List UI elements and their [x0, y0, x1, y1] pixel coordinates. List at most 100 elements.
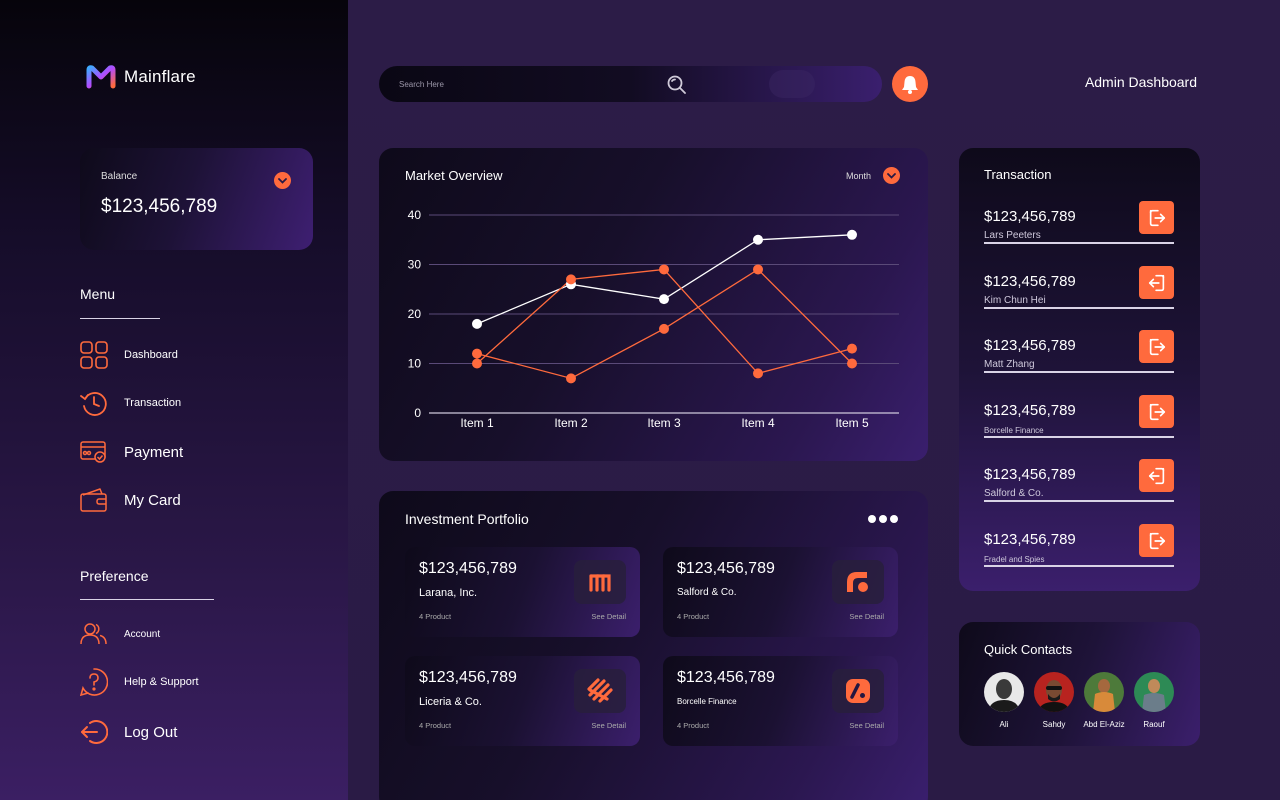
data-point	[753, 264, 763, 275]
mainflare-logo-icon	[86, 65, 116, 89]
transaction-amount: $123,456,789	[984, 466, 1076, 483]
nav-label-payment: Payment	[124, 443, 184, 461]
data-point	[847, 229, 857, 240]
data-point	[753, 234, 763, 245]
transaction-action-button[interactable]	[1139, 395, 1174, 428]
balance-amount: $123,456,789	[101, 196, 218, 217]
avatar	[984, 672, 1024, 712]
more-options-button[interactable]	[868, 515, 898, 523]
transaction-action-button[interactable]	[1139, 330, 1174, 363]
y-tick-label: 0	[414, 406, 421, 420]
search-input[interactable]	[399, 76, 639, 92]
chevron-down-icon	[887, 172, 896, 179]
transaction-divider	[984, 436, 1174, 438]
transaction-action-button[interactable]	[1139, 201, 1174, 234]
y-tick-label: 20	[408, 307, 422, 321]
transaction-divider	[984, 242, 1174, 244]
transaction-name: Fradel and Spies	[984, 555, 1045, 564]
notification-button[interactable]	[892, 66, 928, 102]
x-tick-label: Item 5	[835, 416, 869, 430]
users-icon	[80, 620, 108, 648]
see-detail-link[interactable]: See Detail	[849, 612, 884, 621]
nav-item-logout[interactable]: Log Out	[80, 718, 177, 746]
portfolio-name: Borcelle Finance	[677, 697, 737, 706]
series-line	[476, 234, 853, 325]
contact-item[interactable]: Ali	[984, 672, 1024, 729]
history-icon	[80, 389, 108, 417]
salford-logo-icon	[832, 560, 884, 604]
portfolio-count: 4 Product	[419, 612, 452, 621]
transaction-action-button[interactable]	[1139, 524, 1174, 557]
transaction-row[interactable]: $123,456,789 Lars Peeters	[984, 201, 1174, 272]
transaction-action-button[interactable]	[1139, 459, 1174, 492]
portfolio-count: 4 Product	[419, 721, 452, 730]
period-dropdown-button[interactable]	[883, 167, 900, 184]
portfolio-amount: $123,456,789	[419, 669, 517, 686]
nav-label-account: Account	[124, 628, 161, 640]
transaction-divider	[984, 307, 1174, 309]
portfolio-item[interactable]: $123,456,789 Liceria & Co. 4 Product See…	[405, 656, 640, 746]
data-point	[659, 294, 669, 305]
portfolio-name: Salford & Co.	[677, 587, 737, 598]
nav-item-payment[interactable]: Payment	[80, 438, 183, 466]
balance-dropdown-button[interactable]	[274, 172, 291, 189]
nav-item-transaction[interactable]: Transaction	[80, 389, 181, 417]
see-detail-link[interactable]: See Detail	[591, 721, 626, 730]
portfolio-item[interactable]: $123,456,789 Borcelle Finance 4 Product …	[663, 656, 898, 746]
nav-item-dashboard[interactable]: Dashboard	[80, 341, 178, 369]
transaction-amount: $123,456,789	[984, 273, 1076, 290]
portfolio-amount: $123,456,789	[677, 669, 775, 686]
data-point	[753, 368, 763, 379]
balance-label: Balance	[101, 171, 138, 182]
avatar	[1084, 672, 1124, 712]
transaction-row[interactable]: $123,456,789 Matt Zhang	[984, 330, 1174, 401]
search-icon[interactable]	[667, 75, 686, 94]
preference-title: Preference	[80, 568, 149, 584]
contact-name: Abd El-Aziz	[1083, 720, 1125, 729]
wallet-icon	[80, 486, 108, 514]
data-point	[847, 358, 857, 369]
see-detail-link[interactable]: See Detail	[591, 612, 626, 621]
menu-divider	[80, 318, 160, 319]
search-filter-toggle[interactable]	[769, 70, 815, 98]
transaction-name: Kim Chun Hei	[984, 295, 1046, 306]
portfolio-item[interactable]: $123,456,789 Larana, Inc. 4 Product See …	[405, 547, 640, 637]
nav-item-my-card[interactable]: My Card	[80, 486, 181, 514]
help-icon	[80, 668, 108, 696]
contact-item[interactable]: Raouf	[1134, 672, 1174, 729]
transaction-row[interactable]: $123,456,789 Fradel and Spies	[984, 524, 1174, 595]
nav-item-account[interactable]: Account	[80, 620, 160, 648]
data-point	[659, 323, 669, 334]
app-logo[interactable]: Mainflare	[86, 64, 196, 90]
enter-icon	[1148, 274, 1164, 291]
transaction-row[interactable]: $123,456,789 Salford & Co.	[984, 459, 1174, 530]
transaction-row[interactable]: $123,456,789 Kim Chun Hei	[984, 266, 1174, 337]
market-line-chart: 0 10 20 30 40 Item 1 Item 2 Item 3 Item 4 Item 5	[408, 208, 899, 430]
transaction-row[interactable]: $123,456,789 Borcelle Finance	[984, 395, 1174, 466]
app-name: Mainflare	[124, 67, 196, 86]
contact-item[interactable]: Sahdy	[1034, 672, 1074, 729]
portfolio-item[interactable]: $123,456,789 Salford & Co. 4 Product See…	[663, 547, 898, 637]
contact-item[interactable]: Abd El-Aziz	[1083, 672, 1125, 729]
transaction-amount: $123,456,789	[984, 208, 1076, 225]
borcelle-logo-icon	[832, 669, 884, 713]
sidebar	[0, 0, 348, 800]
series-line	[476, 268, 853, 375]
see-detail-link[interactable]: See Detail	[849, 721, 884, 730]
transaction-action-button[interactable]	[1139, 266, 1174, 299]
larana-logo-icon	[574, 560, 626, 604]
search-bar[interactable]	[379, 66, 882, 102]
nav-item-help[interactable]: Help & Support	[80, 668, 199, 696]
transaction-name: Salford & Co.	[984, 488, 1044, 499]
card-check-icon	[80, 438, 108, 466]
data-point	[472, 318, 482, 329]
portfolio-count: 4 Product	[677, 612, 710, 621]
portfolio-amount: $123,456,789	[677, 560, 775, 577]
exit-icon	[1149, 338, 1165, 355]
data-point	[472, 348, 482, 359]
market-title: Market Overview	[405, 168, 503, 183]
period-select[interactable]: Month	[846, 167, 900, 184]
balance-card[interactable]: Balance $123,456,789	[80, 148, 313, 250]
liceria-logo-icon	[574, 669, 626, 713]
transaction-title: Transaction	[984, 167, 1052, 182]
